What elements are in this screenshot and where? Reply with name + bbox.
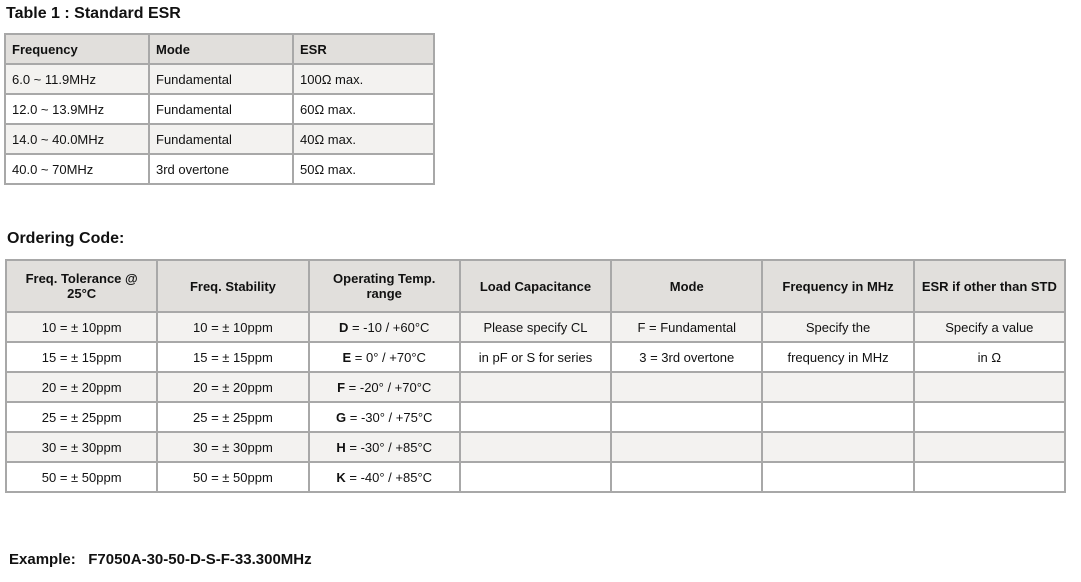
- table-cell: K = -40° / +85°C: [307, 461, 461, 493]
- table-cell: 40Ω max.: [292, 123, 435, 155]
- table-cell: D = -10 / +60°C: [307, 311, 461, 343]
- temp-range: = -20° / +70°C: [348, 379, 432, 395]
- table-cell: E = 0° / +70°C: [307, 341, 461, 373]
- table-cell: Fundamental: [148, 63, 294, 95]
- col-header: Freq. Stability: [156, 259, 310, 313]
- temp-range: = 0° / +70°C: [354, 349, 426, 365]
- col-header: Mode: [610, 259, 764, 313]
- table-row: 6.0 ~ 11.9MHz Fundamental 100Ω max.: [4, 63, 435, 95]
- table-cell: 10 = ± 10ppm: [4, 311, 159, 343]
- table-cell: [761, 401, 915, 433]
- col-header: Frequency: [4, 33, 150, 65]
- table-cell: 60Ω max.: [292, 93, 435, 125]
- table-cell: 25 = ± 25ppm: [4, 401, 159, 433]
- table-cell: 12.0 ~ 13.9MHz: [4, 93, 150, 125]
- example-code: F7050A-30-50-D-S-F-33.300MHz: [88, 551, 312, 568]
- table-cell: [610, 461, 764, 493]
- table-cell: [912, 431, 1067, 463]
- table-cell: [912, 401, 1067, 433]
- example-label: Example:: [9, 551, 76, 568]
- table-cell: 3 = 3rd overtone: [610, 341, 764, 373]
- table-cell: 50 = ± 50ppm: [156, 461, 310, 493]
- table-row: 30 = ± 30ppm 30 = ± 30ppm H = -30° / +85°C: [4, 431, 1067, 463]
- temp-range: = -30° / +85°C: [349, 439, 433, 455]
- table-cell: 10 = ± 10ppm: [156, 311, 310, 343]
- temp-code: D: [338, 319, 349, 335]
- col-header: Freq. Tolerance @ 25°C: [4, 259, 159, 313]
- table-cell: 6.0 ~ 11.9MHz: [4, 63, 150, 95]
- table-row: 50 = ± 50ppm 50 = ± 50ppm K = -40° / +85°C: [4, 461, 1067, 493]
- table-cell: Please specify CL: [458, 311, 613, 343]
- temp-code: G: [335, 409, 347, 425]
- table-row: 15 = ± 15ppm 15 = ± 15ppm E = 0° / +70°C in…: [4, 341, 1067, 373]
- table-cell: [912, 371, 1067, 403]
- table-cell: 14.0 ~ 40.0MHz: [4, 123, 150, 155]
- table-cell: Fundamental: [148, 123, 294, 155]
- table-cell: [610, 401, 764, 433]
- table-cell: 20 = ± 20ppm: [156, 371, 310, 403]
- table1-title: Table 1 : Standard ESR: [6, 5, 181, 22]
- table-cell: F = -20° / +70°C: [307, 371, 461, 403]
- standard-esr-table: Frequency Mode ESR 6.0 ~ 11.9MHz Fundamenta…: [4, 33, 435, 185]
- table-cell: [761, 371, 915, 403]
- temp-code: F: [337, 379, 346, 395]
- table-cell: [610, 371, 764, 403]
- temp-range: = -10 / +60°C: [351, 319, 430, 335]
- col-header: ESR: [292, 33, 435, 65]
- table-row: 10 = ± 10ppm 10 = ± 10ppm D = -10 / +60°C P…: [4, 311, 1067, 343]
- col-header: Operating Temp. range: [307, 259, 461, 313]
- table-cell: H = -30° / +85°C: [307, 431, 461, 463]
- temp-range: = -40° / +85°C: [349, 469, 433, 485]
- table-row: 25 = ± 25ppm 25 = ± 25ppm G = -30° / +75°C: [4, 401, 1067, 433]
- temp-code: K: [336, 469, 346, 485]
- ordering-code-title: Ordering Code:: [7, 230, 125, 247]
- table-cell: in pF or S for series: [458, 341, 613, 373]
- table-row: 12.0 ~ 13.9MHz Fundamental 60Ω max.: [4, 93, 435, 125]
- table-cell: Fundamental: [148, 93, 294, 125]
- temp-code: H: [336, 439, 346, 455]
- temp-range: = -30° / +75°C: [349, 409, 433, 425]
- table-cell: [610, 431, 764, 463]
- table-cell: [912, 461, 1067, 493]
- table-cell: 100Ω max.: [292, 63, 435, 95]
- table-cell: Specify the: [761, 311, 915, 343]
- table-cell: 40.0 ~ 70MHz: [4, 153, 150, 185]
- table-cell: 50Ω max.: [292, 153, 435, 185]
- col-header: Frequency in MHz: [761, 259, 915, 313]
- table-cell: in Ω: [912, 341, 1067, 373]
- table-cell: frequency in MHz: [761, 341, 915, 373]
- col-header: Mode: [148, 33, 294, 65]
- table-row: 20 = ± 20ppm 20 = ± 20ppm F = -20° / +70°C: [4, 371, 1067, 403]
- table-cell: [458, 431, 613, 463]
- col-header: Load Capacitance: [458, 259, 613, 313]
- table-cell: 3rd overtone: [148, 153, 294, 185]
- table-cell: 50 = ± 50ppm: [4, 461, 159, 493]
- example: Example: F7050A-30-50-D-S-F-33.300MHz: [9, 551, 312, 568]
- table-cell: 30 = ± 30ppm: [4, 431, 159, 463]
- table-cell: 25 = ± 25ppm: [156, 401, 310, 433]
- table-cell: Specify a value: [912, 311, 1067, 343]
- table-cell: 15 = ± 15ppm: [4, 341, 159, 373]
- table-cell: 30 = ± 30ppm: [156, 431, 310, 463]
- table-cell: [761, 431, 915, 463]
- table-cell: [458, 401, 613, 433]
- col-header: ESR if other than STD: [912, 259, 1067, 313]
- table-cell: [458, 461, 613, 493]
- table-row: 40.0 ~ 70MHz 3rd overtone 50Ω max.: [4, 153, 435, 185]
- table-cell: F = Fundamental: [610, 311, 764, 343]
- table-row: 14.0 ~ 40.0MHz Fundamental 40Ω max.: [4, 123, 435, 155]
- temp-code: E: [342, 349, 352, 365]
- table-cell: G = -30° / +75°C: [307, 401, 461, 433]
- table-cell: [761, 461, 915, 493]
- table-cell: 20 = ± 20ppm: [4, 371, 159, 403]
- table-cell: [458, 371, 613, 403]
- table-cell: 15 = ± 15ppm: [156, 341, 310, 373]
- ordering-code-table: Freq. Tolerance @ 25°C Freq. Stability Ope…: [4, 259, 1067, 493]
